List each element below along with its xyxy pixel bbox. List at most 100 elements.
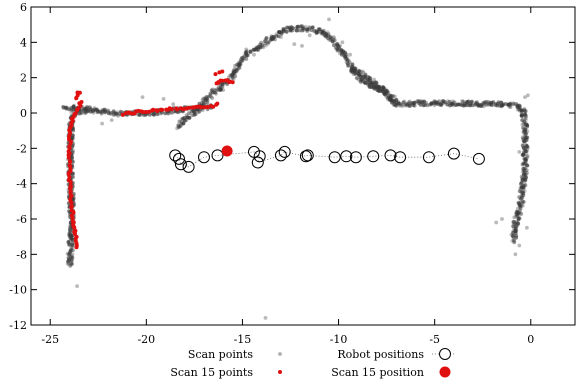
scan-point	[523, 183, 528, 188]
scan-point	[521, 173, 526, 177]
scan-point	[520, 200, 525, 205]
scan-point	[345, 61, 350, 66]
scan-point	[112, 110, 116, 115]
scan-point	[112, 113, 116, 117]
y-tick-label: 6	[20, 1, 27, 14]
scan-point	[239, 59, 244, 64]
scan-point	[376, 86, 380, 91]
scan-point	[452, 100, 456, 104]
scan15-point	[66, 149, 71, 154]
robot-position	[299, 150, 312, 163]
scan-point	[305, 29, 310, 33]
scan-point	[332, 42, 337, 47]
scan-point	[481, 104, 486, 109]
robot-position	[173, 152, 185, 165]
scan-point	[218, 83, 223, 88]
scan-point	[70, 243, 75, 247]
scan-point	[392, 94, 397, 99]
scan15-point	[67, 163, 72, 168]
scan-point	[508, 102, 512, 106]
scan-point	[103, 110, 107, 115]
scan-point	[201, 101, 206, 106]
scan-point	[511, 101, 516, 106]
scan-point	[314, 31, 319, 36]
scan-point	[373, 83, 378, 88]
scan-point	[79, 109, 83, 113]
scan-point	[69, 247, 73, 252]
scan-point	[244, 53, 249, 58]
scan-point	[155, 112, 160, 117]
scan-point	[163, 111, 168, 116]
legend-marker-scan-points	[278, 352, 282, 356]
scan-point	[524, 152, 529, 157]
scan-point	[508, 102, 513, 107]
scan-point	[525, 147, 530, 152]
scan-point	[285, 30, 289, 34]
scan-point	[279, 35, 283, 39]
scan15-point	[215, 101, 220, 106]
scan-point	[353, 68, 357, 72]
scan-point	[375, 88, 380, 92]
scan-point	[407, 99, 412, 104]
scan-point	[363, 77, 367, 81]
scan-point	[252, 48, 257, 52]
scan-point	[379, 87, 384, 92]
scan-point	[513, 252, 518, 257]
scan-point	[436, 101, 440, 106]
scan-point	[401, 100, 406, 105]
scan-point	[320, 30, 325, 34]
scan-point	[520, 196, 525, 200]
scan-point	[353, 71, 358, 75]
scan-point	[398, 102, 402, 106]
scan-point	[523, 177, 527, 182]
scan-point	[263, 316, 268, 320]
scan-point	[519, 181, 524, 185]
scan-point	[234, 68, 239, 73]
scan15-point	[230, 80, 235, 85]
scan-point	[439, 103, 443, 108]
scan-point	[514, 225, 518, 230]
scan-point	[345, 55, 350, 60]
scan-point	[309, 28, 314, 33]
scan-point	[432, 100, 437, 105]
scan15-point	[144, 110, 149, 114]
scan15-point	[160, 107, 165, 112]
scan-point	[295, 25, 300, 29]
scan-point	[314, 30, 319, 35]
scan-point	[380, 88, 385, 93]
scan-point	[401, 99, 406, 104]
x-tick-label: -5	[429, 333, 440, 346]
robot-position	[447, 147, 460, 160]
scan-point	[70, 262, 74, 266]
scan15-point	[220, 78, 225, 83]
scan-point	[91, 110, 96, 115]
scan-point	[237, 63, 242, 67]
scan-point	[515, 223, 519, 228]
scan-point	[90, 109, 95, 114]
scan-point	[340, 40, 345, 45]
scan-point	[520, 177, 525, 182]
scan-point	[521, 145, 526, 150]
scan-point	[103, 107, 107, 112]
scan-point	[422, 99, 427, 104]
scan-point	[525, 123, 530, 128]
robot-position	[367, 150, 380, 163]
scan-point	[307, 25, 312, 30]
y-tick-label: -6	[16, 213, 27, 226]
scan-point	[515, 107, 520, 112]
scan-point	[511, 230, 515, 235]
scan-point	[522, 166, 527, 171]
scan-point	[297, 28, 302, 33]
scan-point	[520, 162, 525, 167]
scan-point	[300, 44, 304, 48]
scan-point	[117, 111, 121, 115]
scan-point	[248, 49, 252, 54]
scan15-point	[141, 110, 146, 114]
scan-point	[520, 177, 524, 182]
scan15-point	[129, 111, 134, 116]
scan-point	[521, 139, 526, 143]
scan-point	[456, 102, 461, 107]
scan-point	[384, 91, 388, 95]
scan-point	[69, 262, 74, 266]
x-tick-label: -10	[330, 333, 348, 346]
